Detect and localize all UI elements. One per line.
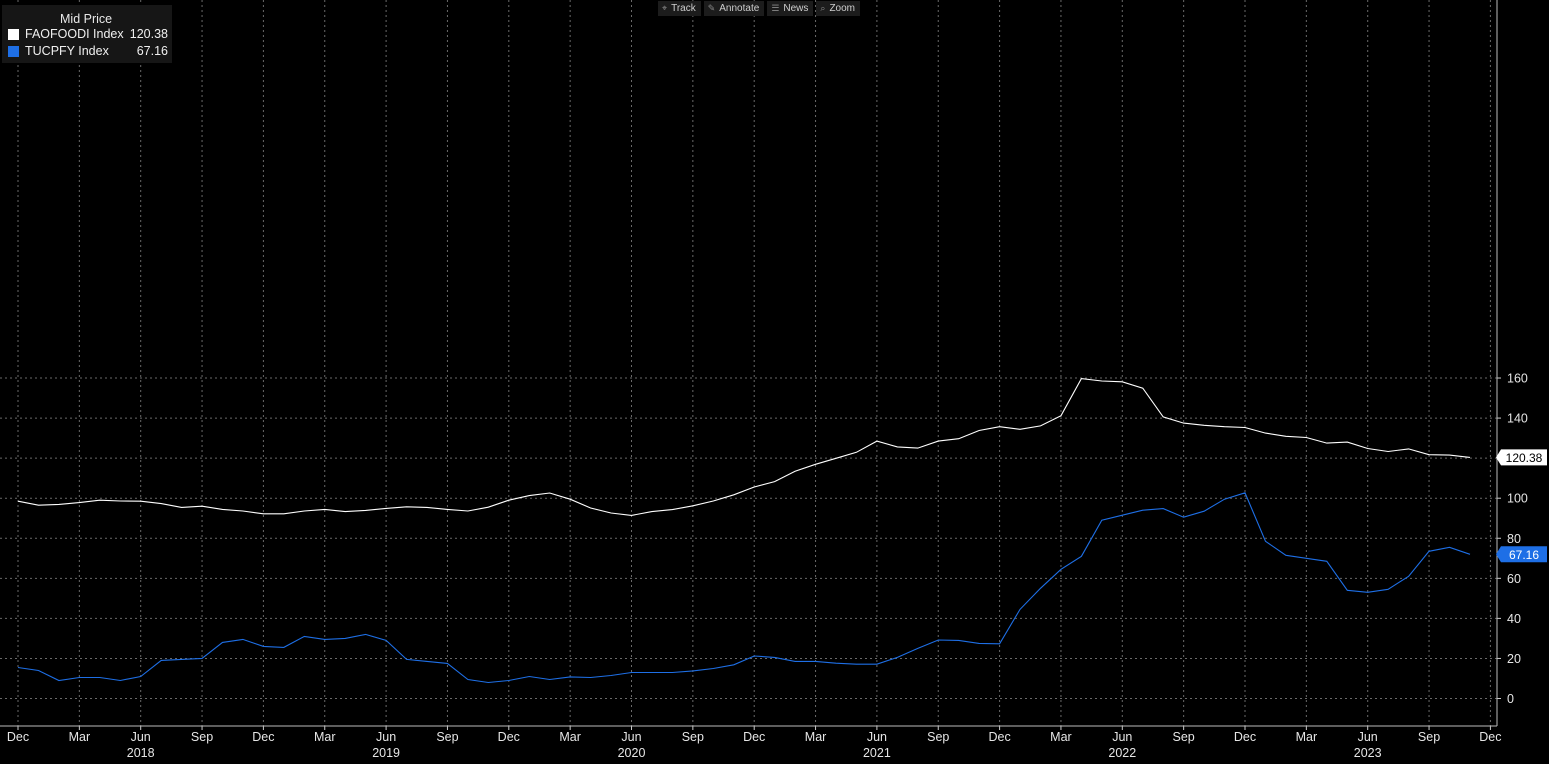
last-value-tag-shape bbox=[1496, 449, 1547, 466]
x-year-label: 2022 bbox=[1108, 746, 1136, 760]
legend-swatch-blue bbox=[8, 46, 19, 57]
news-icon: ☰ bbox=[771, 3, 780, 13]
legend-series-name: TUCPFY Index bbox=[25, 44, 109, 58]
x-tick-label: Dec bbox=[988, 730, 1010, 744]
x-tick-label: Mar bbox=[1050, 730, 1072, 744]
x-year-label: 2019 bbox=[372, 746, 400, 760]
x-tick-label: Jun bbox=[1112, 730, 1132, 744]
grid-lines bbox=[0, 0, 1497, 726]
pencil-icon: ✎ bbox=[707, 3, 716, 13]
y-tick-label: 20 bbox=[1507, 652, 1521, 666]
x-tick-label: Dec bbox=[1234, 730, 1256, 744]
track-label: Track bbox=[671, 3, 696, 14]
series-line-tucpfy bbox=[17, 492, 1471, 684]
annotate-label: Annotate bbox=[719, 3, 760, 14]
last-value-tag-tucpfy: 67.16 bbox=[1496, 546, 1547, 563]
x-tick-label: Mar bbox=[559, 730, 581, 744]
legend-series-value: 120.38 bbox=[129, 27, 168, 41]
x-tick-label: Jun bbox=[621, 730, 641, 744]
magnifier-icon: ⌕ bbox=[820, 3, 826, 13]
x-tick-label: Dec bbox=[1479, 730, 1501, 744]
x-tick-label: Mar bbox=[805, 730, 827, 744]
y-tick-label: 80 bbox=[1507, 532, 1521, 546]
y-tick-label: 140 bbox=[1507, 412, 1528, 426]
x-year-label: 2020 bbox=[618, 746, 646, 760]
series-line-faofoodi bbox=[17, 378, 1471, 516]
x-tick-label: Jun bbox=[131, 730, 151, 744]
x-tick-label: Sep bbox=[1173, 730, 1195, 744]
x-tick-label: Jun bbox=[376, 730, 396, 744]
x-tick-label: Mar bbox=[314, 730, 336, 744]
last-value-tag-text: 120.38 bbox=[1506, 451, 1543, 465]
x-tick-label: Jun bbox=[1358, 730, 1378, 744]
y-tick-label: 100 bbox=[1507, 492, 1528, 506]
y-tick-label: 60 bbox=[1507, 572, 1521, 586]
x-tick-label: Dec bbox=[7, 730, 29, 744]
legend-swatch-white bbox=[8, 29, 19, 40]
news-button[interactable]: ☰ News bbox=[767, 1, 814, 16]
last-value-tags: 120.38 67.16 bbox=[1496, 449, 1547, 563]
x-tick-label: Sep bbox=[1418, 730, 1440, 744]
x-year-label: 2023 bbox=[1354, 746, 1382, 760]
x-tick-label: Mar bbox=[69, 730, 91, 744]
x-tick-label: Sep bbox=[927, 730, 949, 744]
y-tick-label: 40 bbox=[1507, 612, 1521, 626]
annotate-button[interactable]: ✎ Annotate bbox=[703, 1, 765, 16]
x-axis: Dec Mar Jun Sep Dec Mar Jun Sep Dec Mar Jun Sep Dec M… bbox=[0, 725, 1502, 760]
y-tick-label: 0 bbox=[1507, 692, 1514, 706]
x-year-label: 2018 bbox=[127, 746, 155, 760]
x-tick-label: Sep bbox=[682, 730, 704, 744]
x-tick-label: Sep bbox=[436, 730, 458, 744]
x-year-label: 2021 bbox=[863, 746, 891, 760]
series-lines bbox=[17, 378, 1471, 684]
x-tick-label: Sep bbox=[191, 730, 213, 744]
last-value-tag-shape bbox=[1496, 546, 1547, 563]
legend-title: Mid Price bbox=[60, 12, 113, 26]
zoom-label: Zoom bbox=[829, 3, 856, 14]
legend: Mid Price FAOFOODI Index 120.38 TUCPFY I… bbox=[2, 5, 172, 63]
last-value-tag-faofoodi: 120.38 bbox=[1496, 449, 1547, 466]
legend-series-value: 67.16 bbox=[136, 44, 168, 58]
zoom-button[interactable]: ⌕ Zoom bbox=[816, 1, 861, 16]
x-tick-label: Jun bbox=[867, 730, 887, 744]
track-button[interactable]: ⌖ Track bbox=[658, 1, 701, 16]
chart-toolbar: ⌖ Track ✎ Annotate ☰ News ⌕ Zoom bbox=[658, 1, 861, 17]
x-tick-label: Dec bbox=[252, 730, 274, 744]
x-tick-label: Dec bbox=[498, 730, 520, 744]
y-tick-label: 160 bbox=[1507, 372, 1528, 386]
x-tick-label: Mar bbox=[1296, 730, 1318, 744]
legend-series-name: FAOFOODI Index bbox=[25, 27, 124, 41]
x-tick-label: Dec bbox=[743, 730, 765, 744]
last-value-tag-text: 67.16 bbox=[1509, 548, 1539, 562]
news-label: News bbox=[783, 3, 809, 14]
crosshair-icon: ⌖ bbox=[662, 3, 668, 13]
y-axis: 020406080100120140160 bbox=[1496, 0, 1528, 726]
legend-item-tucpfy[interactable]: TUCPFY Index 67.16 bbox=[8, 44, 168, 59]
legend-item-faofoodi[interactable]: FAOFOODI Index 120.38 bbox=[8, 27, 168, 42]
